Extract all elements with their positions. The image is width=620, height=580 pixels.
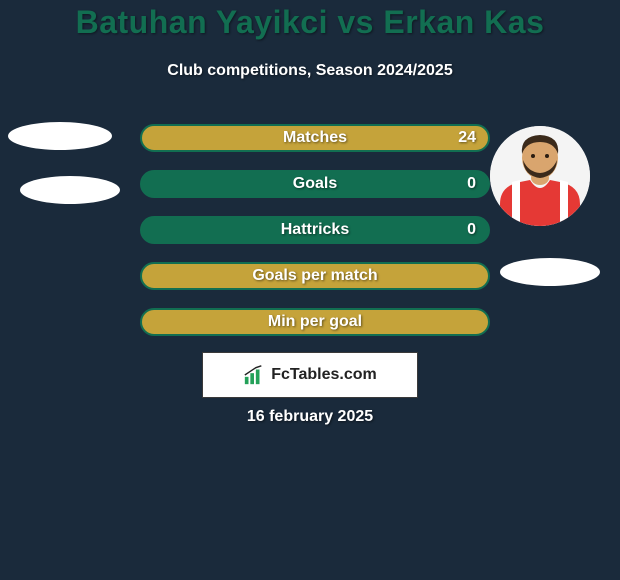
subtitle: Club competitions, Season 2024/2025 (0, 62, 620, 80)
left-value-ellipse (8, 122, 112, 150)
stat-bar-label: Goals per match (142, 264, 488, 288)
avatar-svg (490, 126, 590, 226)
right-value-ellipse (500, 258, 600, 286)
brand-footer-box[interactable]: FcTables.com (202, 352, 418, 398)
bar-chart-icon (243, 364, 265, 386)
stat-bar-hattricks: Hattricks0 (140, 216, 490, 244)
stat-bar-right-value: 0 (467, 172, 476, 196)
stat-bar-matches: Matches24 (140, 124, 490, 152)
footer-date: 16 february 2025 (0, 408, 620, 426)
stat-bar-right-value: 0 (467, 218, 476, 242)
stat-bar-label: Matches (142, 126, 488, 150)
player-comparison-widget: Batuhan Yayikci vs Erkan Kas Club compet… (0, 0, 620, 580)
player-avatar (490, 126, 590, 226)
stat-bar-right-value: 24 (458, 126, 476, 150)
brand-name: FcTables.com (271, 366, 377, 384)
stat-bar-label: Min per goal (142, 310, 488, 334)
page-title: Batuhan Yayikci vs Erkan Kas (0, 4, 620, 41)
left-value-ellipse (20, 176, 120, 204)
stat-bar-goals-per-match: Goals per match (140, 262, 490, 290)
stat-bar-label: Hattricks (142, 218, 488, 242)
stat-bar-label: Goals (142, 172, 488, 196)
stat-bar-min-per-goal: Min per goal (140, 308, 490, 336)
stat-bar-goals: Goals0 (140, 170, 490, 198)
